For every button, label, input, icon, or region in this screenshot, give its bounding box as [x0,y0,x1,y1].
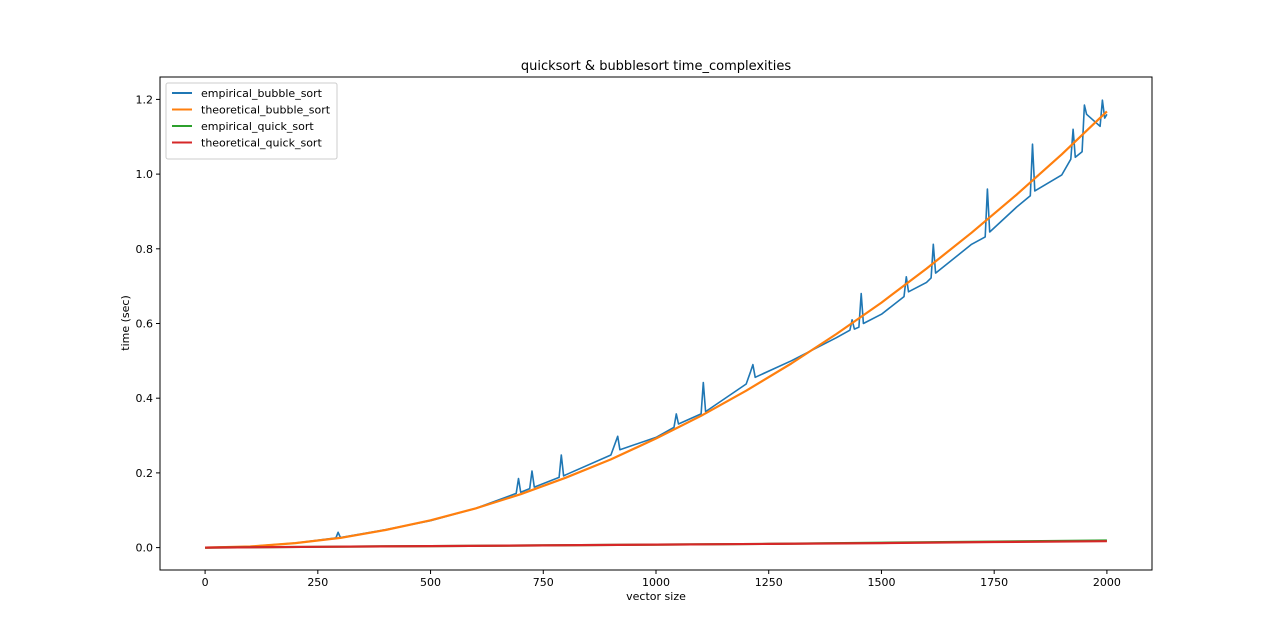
legend-label: theoretical_bubble_sort [201,104,331,117]
plot-area: 0 250 500 750 1000 1250 1500 1750 2000 0.0 0.2 0.4 0… [136,76,1153,589]
x-tick-label: 500 [420,576,441,589]
y-tick-label: 0.2 [136,467,154,480]
legend-box [165,82,338,160]
y-axis-label: time (sec) [119,295,132,350]
x-axis-label: vector size [626,590,686,603]
x-tick-label: 1750 [980,576,1008,589]
y-tick-label: 1.0 [136,168,154,181]
y-tick-label: 0.0 [136,542,154,555]
series-line-theoretical-bubble-sort [205,110,1108,549]
legend-label: empirical_bubble_sort [201,87,323,100]
y-tick-label: 0.6 [136,318,154,331]
chart-title: quicksort & bubblesort time_complexities [521,59,792,74]
y-tick-label: 0.4 [136,392,154,405]
legend-label: empirical_quick_sort [201,120,314,133]
x-tick-label: 250 [307,576,328,589]
x-tick-label: 1000 [642,576,670,589]
series-line-theoretical-quick-sort [205,540,1107,549]
legend-label: theoretical_quick_sort [201,137,322,150]
x-tick-label: 1500 [867,576,895,589]
legend: empirical_bubble_sort theoretical_bubble_… [165,82,338,160]
x-tick-label: 1250 [755,576,783,589]
x-tick-label: 750 [533,576,554,589]
x-tick-label: 0 [202,576,209,589]
y-tick-label: 1.2 [136,93,154,106]
x-tick-label: 2000 [1093,576,1121,589]
y-tick-label: 0.8 [136,243,154,256]
